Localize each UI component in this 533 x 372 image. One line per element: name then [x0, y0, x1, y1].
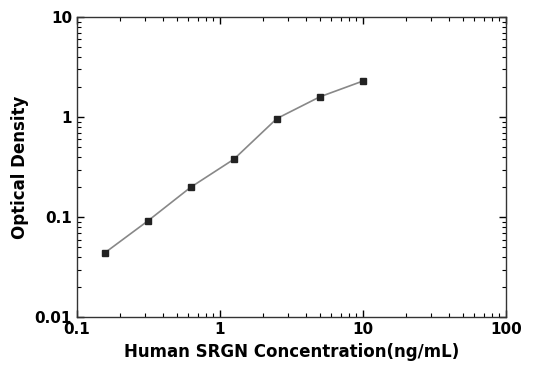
- Y-axis label: Optical Density: Optical Density: [11, 96, 29, 239]
- X-axis label: Human SRGN Concentration(ng/mL): Human SRGN Concentration(ng/mL): [124, 343, 459, 361]
